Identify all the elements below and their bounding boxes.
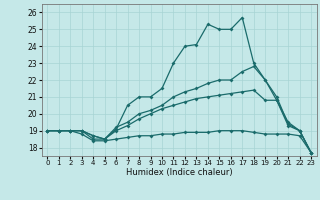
X-axis label: Humidex (Indice chaleur): Humidex (Indice chaleur) (126, 168, 233, 177)
